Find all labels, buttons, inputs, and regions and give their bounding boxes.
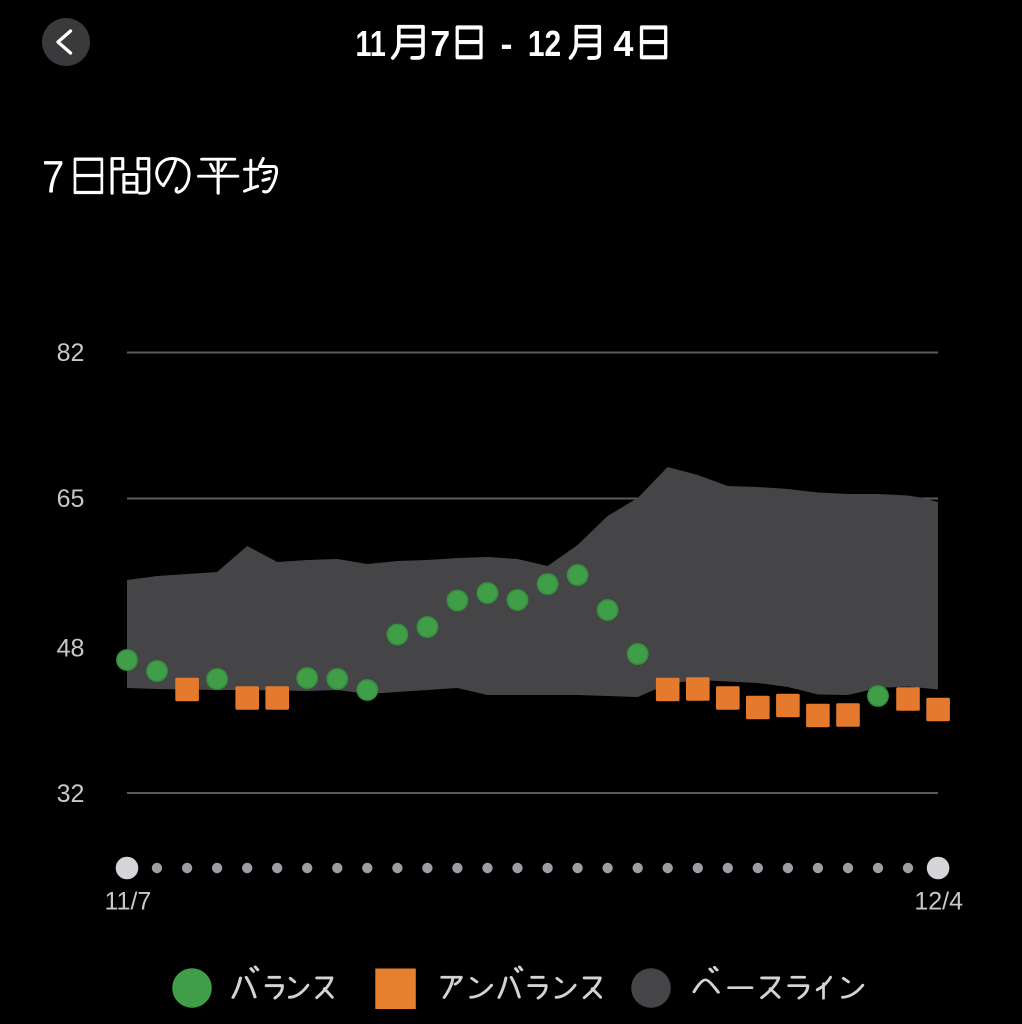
svg-text:12: 12 — [528, 23, 561, 64]
svg-text:65: 65 — [57, 485, 85, 513]
svg-text:7: 7 — [430, 23, 450, 64]
svg-text:-: - — [501, 23, 513, 64]
svg-text:12/4: 12/4 — [914, 888, 963, 916]
svg-text:7: 7 — [42, 152, 64, 203]
svg-text:11/7: 11/7 — [105, 888, 152, 916]
svg-text:32: 32 — [57, 780, 85, 808]
svg-text:82: 82 — [57, 339, 85, 367]
svg-text:11: 11 — [356, 23, 386, 64]
svg-text:48: 48 — [57, 635, 85, 663]
svg-text:4: 4 — [613, 23, 633, 64]
